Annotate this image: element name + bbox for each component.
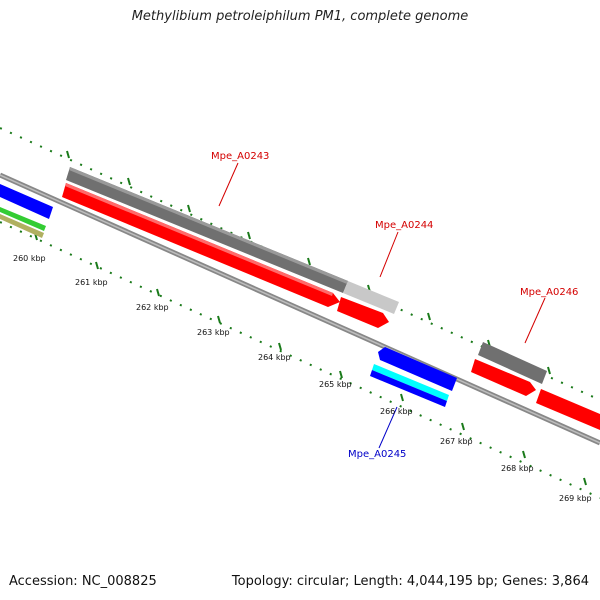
tick-label-267: 267 kbp (440, 437, 473, 446)
right-cds-feature (536, 389, 600, 430)
gene-label-mpe-a0246: Mpe_A0246 (520, 287, 578, 298)
left-blue-feature (0, 184, 53, 219)
minus-feature-1 (378, 347, 457, 391)
minus-feature-3 (370, 370, 447, 407)
gene-label-mpe-a0244: Mpe_A0244 (375, 220, 433, 231)
gene-label-mpe-a0243: Mpe_A0243 (211, 151, 269, 162)
callout-mpe-a0246 (524, 297, 546, 344)
tick-label-261: 261 kbp (75, 278, 108, 287)
callout-mpe-a0243 (218, 162, 239, 207)
cds-mpe-a0243 (62, 183, 340, 307)
gene-label-mpe-a0245: Mpe_A0245 (348, 449, 406, 460)
tick-label-264: 264 kbp (258, 353, 291, 362)
genome-summary-text: Topology: circular; Length: 4,044,195 bp… (231, 574, 589, 589)
tick-label-262: 262 kbp (136, 303, 169, 312)
accession-text: Accession: NC_008825 (9, 574, 157, 589)
minus-feature-2 (372, 364, 449, 401)
tick-label-266: 266 kbp (380, 407, 413, 416)
outer-major-ticks (66, 150, 551, 375)
cds-mpe-a0244 (337, 297, 389, 328)
callout-mpe-a0245 (378, 406, 398, 449)
gene-mpe-a0243 (66, 167, 348, 293)
tick-label-260: 260 kbp (13, 254, 46, 263)
inner-tick-ring (0, 221, 600, 499)
gene-mpe-a0246 (478, 342, 547, 384)
gene-mpe-a0244 (343, 281, 399, 314)
left-olive-feature (0, 214, 44, 238)
map-title: Methylibium petroleiphilum PM1, complete… (131, 9, 469, 24)
callout-mpe-a0244 (379, 231, 399, 278)
cds-mpe-a0246 (471, 359, 536, 396)
tick-label-269: 269 kbp (559, 494, 592, 503)
left-green-feature (0, 207, 46, 231)
tick-label-268: 268 kbp (501, 464, 534, 473)
tick-label-265: 265 kbp (319, 380, 352, 389)
tick-label-263: 263 kbp (197, 328, 230, 337)
inner-major-ticks (34, 232, 587, 486)
